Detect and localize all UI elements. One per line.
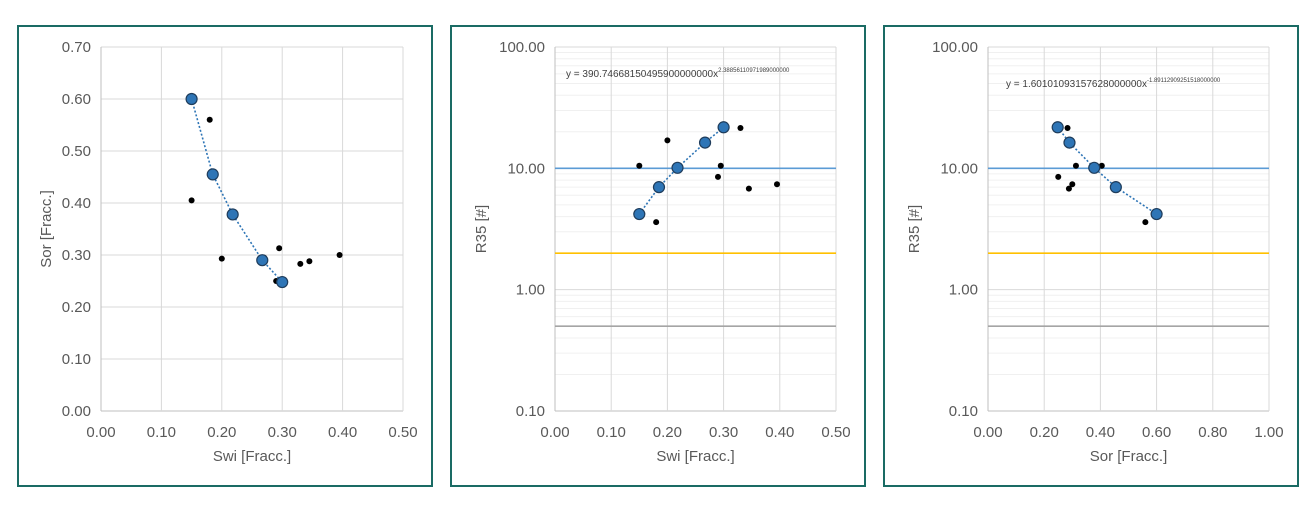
- x-tick-label: 0.10: [147, 424, 176, 441]
- equation-base: y = 1.60101093157628000000x: [1006, 79, 1147, 90]
- x-tick-label: 0.00: [86, 424, 115, 441]
- x-axis-title: Sor [Fracc.]: [1090, 448, 1168, 465]
- data-point-blue: [276, 275, 289, 289]
- y-tick-label: 0.70: [62, 39, 91, 56]
- x-tick-label: 0.80: [1198, 424, 1227, 441]
- data-point-black: [653, 219, 660, 226]
- chart-panel-sor-r35: 0.10 1.00 10.00 100.00 0.00 0.20 0.40 0.60 0.80 1…: [883, 25, 1299, 487]
- y-axis-title: Sor [Fracc.]: [38, 190, 55, 268]
- data-point-blue: [1051, 121, 1064, 134]
- chart-swi-vs-sor: 0.00 0.10 0.20 0.30 0.40 0.50 0.60 0.70 0.00 0.10…: [38, 39, 418, 465]
- x-axis-title: Swi [Fracc.]: [656, 448, 734, 465]
- data-point-blue: [652, 181, 666, 194]
- chart-panel-swi-sor: 0.00 0.10 0.20 0.30 0.40 0.50 0.60 0.70 0.00 0.10…: [17, 25, 433, 487]
- data-point-black: [188, 197, 195, 204]
- y-tick-label: 0.60: [62, 91, 91, 108]
- x-tick-label: 0.40: [328, 424, 357, 441]
- y-tick-label: 1.00: [516, 282, 545, 299]
- y-tick-label: 0.40: [62, 195, 91, 212]
- data-point-black: [1055, 173, 1062, 180]
- data-point-black: [745, 185, 752, 192]
- data-point-blue: [206, 168, 219, 181]
- chart-sor-vs-r35: 0.10 1.00 10.00 100.00 0.00 0.20 0.40 0.60 0.80 1…: [906, 39, 1284, 465]
- x-tick-label: 0.10: [597, 424, 626, 441]
- data-point-blue: [1150, 207, 1163, 221]
- y-tick-label: 1.00: [949, 282, 978, 299]
- data-point-blue: [671, 161, 684, 174]
- x-tick-label: 0.20: [1030, 424, 1059, 441]
- y-tick-label: 100.00: [499, 39, 545, 56]
- x-tick-label: 0.40: [1086, 424, 1115, 441]
- trendline-equation: y = 390.74668150495900000000x2.388561109…: [566, 68, 790, 80]
- data-point-black: [1064, 124, 1071, 131]
- data-point-black: [1072, 162, 1079, 169]
- data-point-black: [773, 181, 780, 188]
- equation-exponent: 2.38856110971989000000: [718, 68, 790, 74]
- chart-swi-vs-r35: 0.10 1.00 10.00 100.00 0.00 0.10 0.20 0.30 0.40 0…: [473, 39, 851, 465]
- data-point-black: [336, 252, 343, 258]
- data-point-black: [717, 162, 724, 169]
- y-tick-label: 0.00: [62, 403, 91, 420]
- x-tick-label: 0.00: [540, 424, 569, 441]
- data-point-black: [714, 173, 721, 180]
- y-tick-label: 10.00: [507, 160, 545, 177]
- data-point-blue: [185, 92, 198, 106]
- x-axis-title: Swi [Fracc.]: [213, 448, 291, 465]
- y-tick-label: 0.10: [949, 403, 978, 420]
- trendline: [1057, 126, 1158, 215]
- x-tick-label: 0.40: [765, 424, 794, 441]
- chart-panel-swi-r35: 0.10 1.00 10.00 100.00 0.00 0.10 0.20 0.30 0.40 0…: [450, 25, 866, 487]
- y-tick-label: 100.00: [932, 39, 978, 56]
- x-tick-label: 0.00: [973, 424, 1002, 441]
- data-point-black: [297, 260, 304, 267]
- x-tick-label: 0.50: [388, 424, 417, 441]
- data-point-blue: [1109, 181, 1122, 194]
- data-point-blue: [698, 136, 712, 149]
- data-point-black: [276, 245, 283, 252]
- x-tick-label: 1.00: [1254, 424, 1283, 441]
- y-axis-title: R35 [#]: [906, 205, 923, 253]
- equation-base: y = 390.74668150495900000000x: [566, 69, 718, 80]
- data-point-black: [1065, 185, 1072, 192]
- x-tick-label: 0.30: [709, 424, 738, 441]
- x-tick-label: 0.30: [268, 424, 297, 441]
- data-point-black: [206, 116, 213, 123]
- data-point-black: [306, 258, 313, 265]
- y-tick-label: 0.20: [62, 299, 91, 316]
- data-point-blue: [256, 254, 269, 267]
- y-tick-label: 0.50: [62, 143, 91, 160]
- x-tick-label: 0.60: [1142, 424, 1171, 441]
- x-tick-label: 0.50: [821, 424, 850, 441]
- data-point-black: [1069, 181, 1076, 188]
- data-point-black: [664, 137, 671, 144]
- data-point-black: [1098, 162, 1105, 169]
- data-point-black: [636, 162, 643, 169]
- y-tick-label: 0.10: [62, 351, 91, 368]
- data-point-black: [737, 124, 744, 131]
- data-point-blue: [1088, 161, 1101, 174]
- x-tick-label: 0.20: [207, 424, 236, 441]
- y-tick-label: 0.30: [62, 247, 91, 264]
- trendline-equation: y = 1.60101093157628000000x-1.8911290925…: [1006, 78, 1221, 90]
- data-point-black: [218, 255, 225, 262]
- data-point-blue: [1063, 136, 1076, 149]
- y-tick-label: 10.00: [940, 160, 978, 177]
- data-point-blue: [717, 121, 730, 134]
- x-tick-label: 0.20: [653, 424, 682, 441]
- data-point-black: [1142, 219, 1149, 226]
- data-point-blue: [633, 207, 646, 221]
- trendline: [190, 98, 283, 283]
- y-axis-title: R35 [#]: [473, 205, 490, 253]
- y-tick-label: 0.10: [516, 403, 545, 420]
- equation-exponent: -1.89112909251518000000: [1147, 78, 1221, 84]
- data-point-blue: [226, 208, 239, 221]
